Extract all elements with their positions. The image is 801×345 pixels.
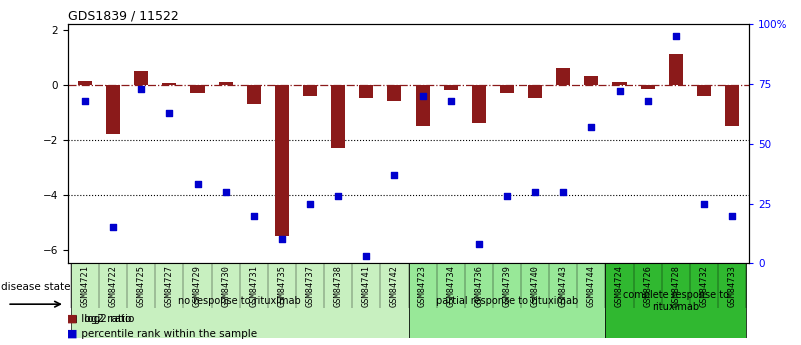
Bar xyxy=(135,71,148,85)
Point xyxy=(613,88,626,94)
Bar xyxy=(725,85,739,126)
Text: partial response to rituximab: partial response to rituximab xyxy=(436,296,578,306)
Text: GSM84723: GSM84723 xyxy=(418,265,427,307)
Text: GSM84737: GSM84737 xyxy=(305,265,315,307)
Bar xyxy=(71,263,409,338)
Point xyxy=(360,254,372,259)
Point xyxy=(276,237,288,242)
Text: log2 ratio: log2 ratio xyxy=(78,314,132,324)
Point xyxy=(698,201,710,206)
Text: GSM84744: GSM84744 xyxy=(587,265,596,307)
Text: GSM84721: GSM84721 xyxy=(80,265,90,307)
Text: ■: ■ xyxy=(67,329,78,339)
Bar xyxy=(613,82,626,85)
Bar xyxy=(528,85,542,98)
Point xyxy=(501,194,513,199)
Text: GSM84741: GSM84741 xyxy=(362,265,371,307)
Text: GSM84740: GSM84740 xyxy=(530,265,540,307)
Text: GSM84724: GSM84724 xyxy=(615,265,624,307)
Text: GSM84739: GSM84739 xyxy=(502,265,512,307)
Bar xyxy=(388,85,401,101)
Point xyxy=(332,194,344,199)
Bar xyxy=(697,85,711,96)
Bar xyxy=(444,85,457,90)
Bar xyxy=(247,85,261,104)
Text: GSM84734: GSM84734 xyxy=(446,265,455,307)
Bar xyxy=(331,85,345,148)
Bar xyxy=(416,85,429,126)
Bar xyxy=(163,83,176,85)
Text: GSM84727: GSM84727 xyxy=(165,265,174,307)
Bar xyxy=(641,85,654,89)
Text: GSM84738: GSM84738 xyxy=(334,265,343,307)
Point xyxy=(642,98,654,104)
Text: GSM84743: GSM84743 xyxy=(559,265,568,307)
Point xyxy=(473,241,485,247)
Bar xyxy=(669,55,682,85)
Text: no response to rituximab: no response to rituximab xyxy=(179,296,301,306)
Point xyxy=(304,201,316,206)
Text: GSM84728: GSM84728 xyxy=(671,265,680,307)
Point xyxy=(417,93,429,99)
Point xyxy=(78,98,91,104)
Point xyxy=(248,213,260,218)
Point xyxy=(163,110,175,116)
Bar xyxy=(275,85,289,236)
Point xyxy=(388,172,400,178)
Point xyxy=(107,225,119,230)
Bar xyxy=(556,68,570,85)
Text: GSM84731: GSM84731 xyxy=(249,265,258,307)
Text: ■: ■ xyxy=(67,314,78,324)
Point xyxy=(557,189,570,194)
Text: ■  log2 ratio: ■ log2 ratio xyxy=(68,314,135,324)
Point xyxy=(585,124,598,130)
Text: GSM84742: GSM84742 xyxy=(390,265,399,307)
Text: GSM84735: GSM84735 xyxy=(277,265,287,307)
Point xyxy=(670,33,682,39)
Text: GDS1839 / 11522: GDS1839 / 11522 xyxy=(68,10,179,23)
Point xyxy=(529,189,541,194)
Point xyxy=(219,189,232,194)
Text: GSM84725: GSM84725 xyxy=(137,265,146,307)
Point xyxy=(191,182,204,187)
Bar xyxy=(409,263,606,338)
Text: GSM84730: GSM84730 xyxy=(221,265,230,307)
Bar xyxy=(78,80,92,85)
Text: GSM84729: GSM84729 xyxy=(193,265,202,307)
Bar xyxy=(585,76,598,85)
Text: GSM84733: GSM84733 xyxy=(727,265,737,307)
Bar xyxy=(360,85,373,98)
Text: GSM84722: GSM84722 xyxy=(109,265,118,307)
Text: GSM84732: GSM84732 xyxy=(699,265,708,307)
Bar xyxy=(303,85,317,96)
Text: GSM84736: GSM84736 xyxy=(474,265,483,307)
Text: GSM84726: GSM84726 xyxy=(643,265,652,307)
Bar xyxy=(191,85,204,93)
Bar xyxy=(606,263,746,338)
Point xyxy=(726,213,739,218)
Bar xyxy=(500,85,514,93)
Text: percentile rank within the sample: percentile rank within the sample xyxy=(78,329,258,339)
Bar xyxy=(106,85,120,134)
Point xyxy=(445,98,457,104)
Text: disease state: disease state xyxy=(1,282,70,292)
Point xyxy=(135,86,147,91)
Bar xyxy=(472,85,486,123)
Bar xyxy=(219,82,232,85)
Text: complete response to
rituximab: complete response to rituximab xyxy=(623,290,729,312)
